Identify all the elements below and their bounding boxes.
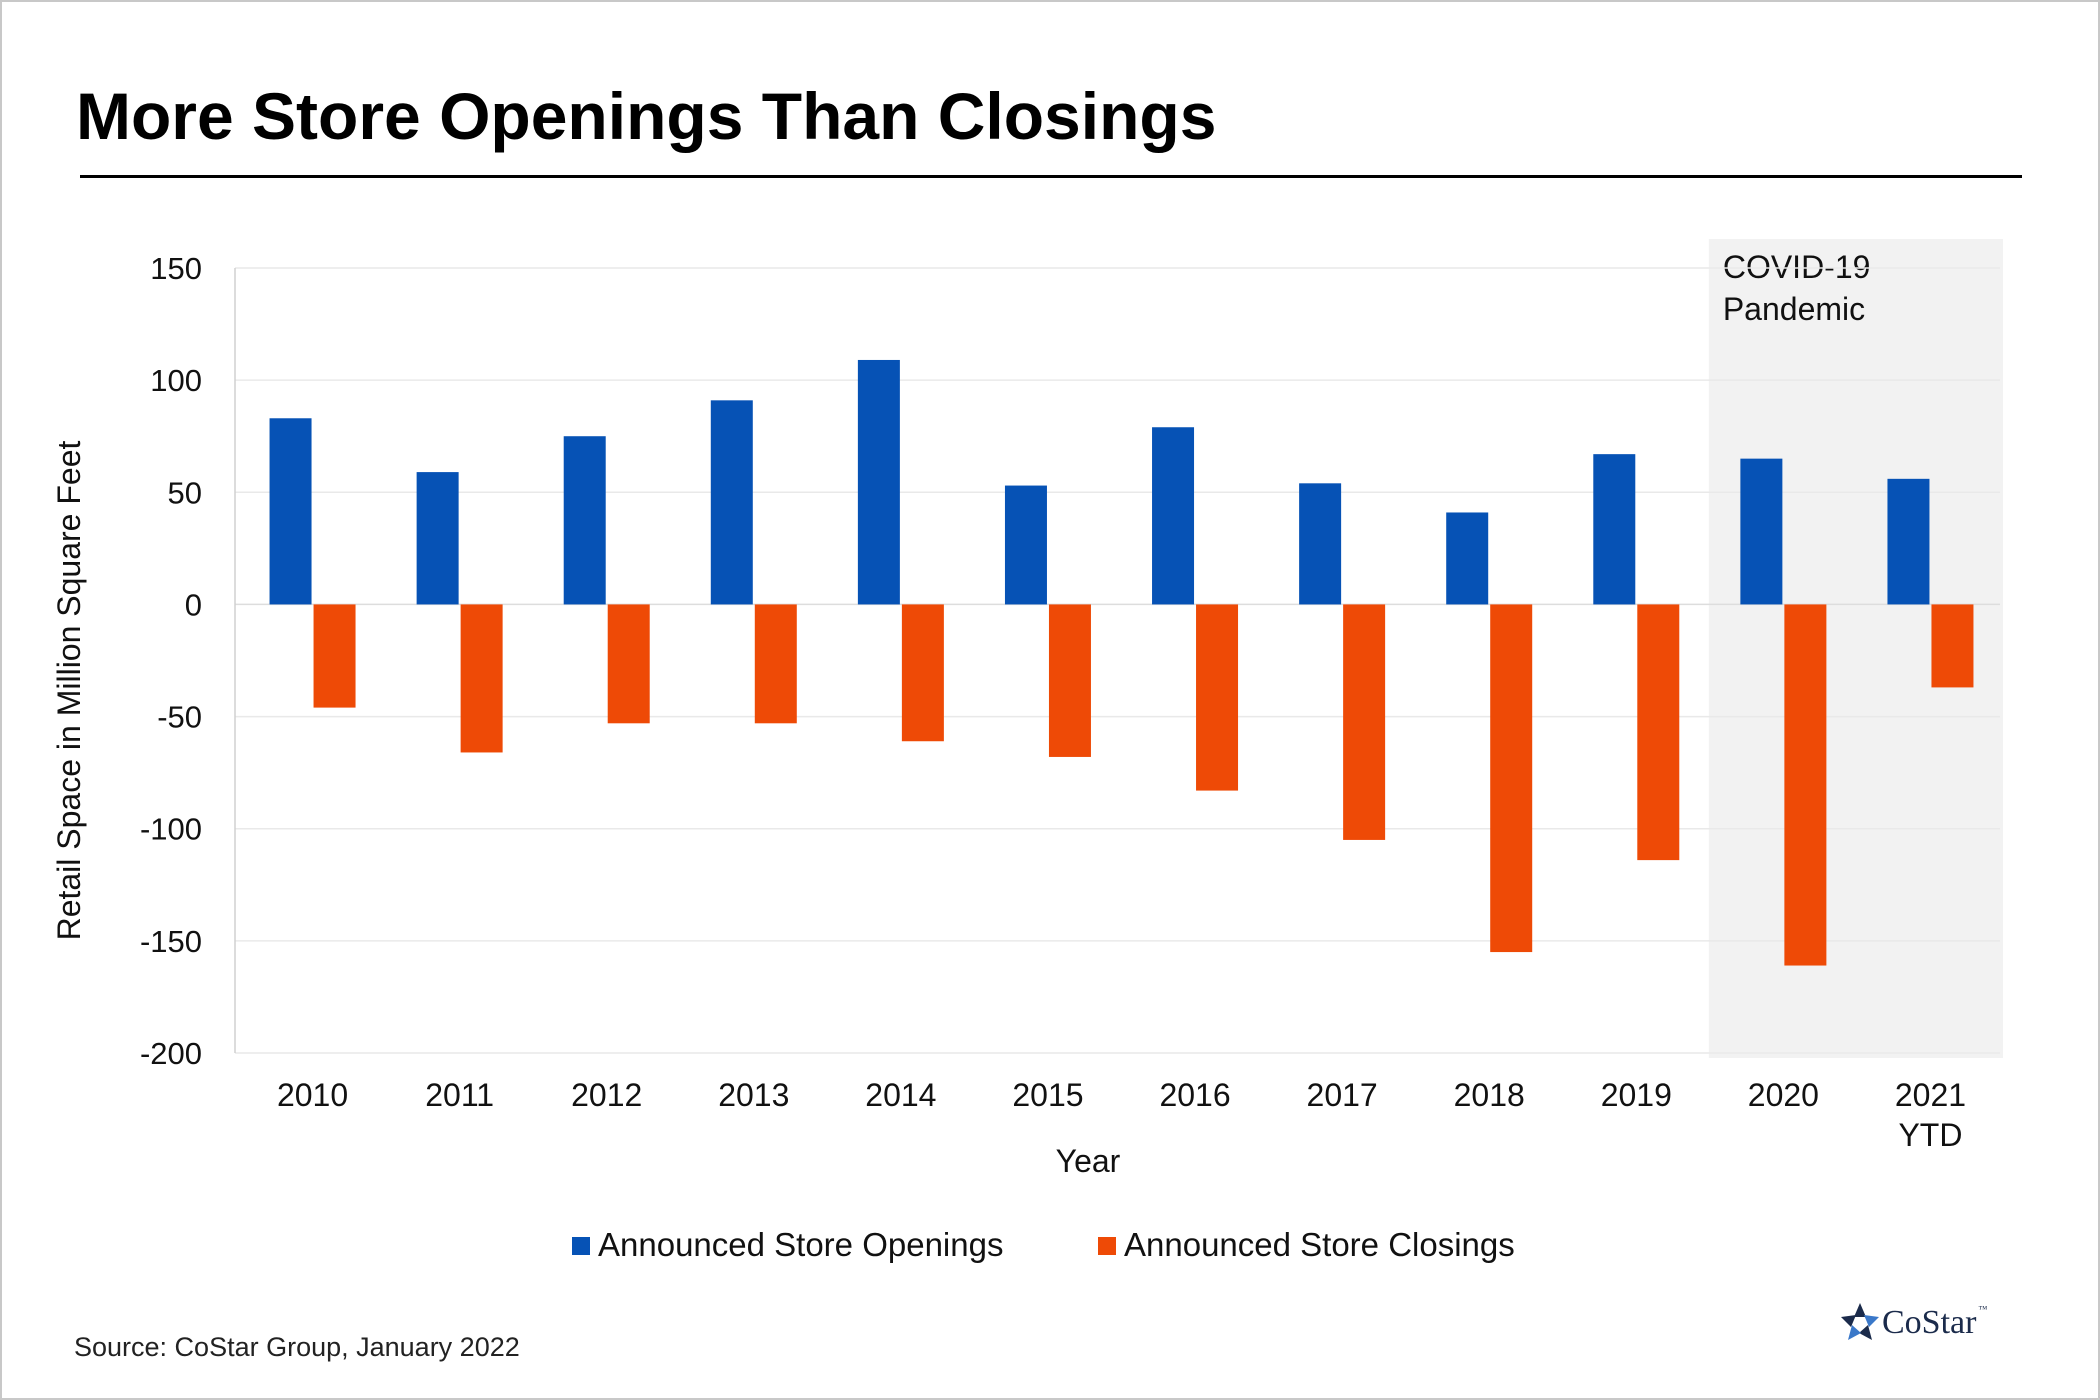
bar-closings-2012 — [607, 604, 650, 724]
y-tick-label: -200 — [140, 1036, 202, 1071]
y-tick-label: -100 — [140, 812, 202, 847]
y-tick-label: -50 — [157, 700, 202, 735]
bar-openings-2013 — [710, 400, 753, 605]
costar-logo: CoStar ™ — [1838, 1300, 1987, 1346]
bar-openings-2016 — [1152, 427, 1195, 605]
x-tick-label: 2011 — [425, 1077, 494, 1113]
x-tick-label: 2015 — [1012, 1077, 1083, 1113]
x-tick-label: 2012 — [571, 1077, 642, 1113]
x-tick-label: 2010 — [277, 1077, 348, 1113]
bar-openings-2020 — [1740, 458, 1783, 605]
chart-title: More Store Openings Than Closings — [76, 79, 1217, 153]
x-tick-label: 2014 — [865, 1077, 936, 1113]
bar-closings-2010 — [313, 604, 356, 708]
y-tick-label: 100 — [150, 363, 202, 398]
bar-closings-2015 — [1048, 604, 1091, 757]
bar-closings-2021-ytd — [1931, 604, 1974, 688]
x-tick-label: 2020 — [1748, 1077, 1819, 1113]
x-tick-label: 2013 — [718, 1077, 789, 1113]
bar-closings-2013 — [754, 604, 797, 724]
bar-openings-2017 — [1299, 483, 1342, 605]
x-tick-label: 2016 — [1159, 1077, 1230, 1113]
bar-openings-2014 — [857, 359, 900, 605]
source-note: Source: CoStar Group, January 2022 — [74, 1332, 520, 1362]
x-tick-label: 2017 — [1307, 1077, 1378, 1113]
bar-openings-2018 — [1446, 512, 1489, 605]
costar-star-icon — [1841, 1303, 1879, 1340]
x-tick-label: YTD — [1898, 1117, 1962, 1153]
legend-swatch-openings — [572, 1237, 590, 1255]
bar-closings-2017 — [1343, 604, 1386, 840]
x-tick-label: 2019 — [1601, 1077, 1672, 1113]
y-tick-label: 50 — [168, 475, 202, 510]
x-tick-label: 2018 — [1454, 1077, 1525, 1113]
bar-openings-2019 — [1593, 454, 1636, 605]
bar-closings-2016 — [1196, 604, 1239, 791]
bar-openings-2021-ytd — [1887, 478, 1930, 605]
bar-openings-2010 — [269, 418, 312, 605]
bar-closings-2011 — [460, 604, 503, 753]
title-divider — [80, 175, 2022, 178]
covid-annotation-line: COVID-19 — [1723, 249, 1871, 285]
x-tick-label: 2021 — [1895, 1077, 1966, 1113]
bar-openings-2015 — [1004, 485, 1047, 605]
bar-closings-2018 — [1490, 604, 1533, 953]
y-tick-label: 0 — [185, 587, 202, 622]
covid-annotation-line: Pandemic — [1723, 291, 1865, 327]
y-tick-label: 150 — [150, 251, 202, 286]
legend-label-openings: Announced Store Openings — [598, 1226, 1003, 1263]
logo-trademark: ™ — [1978, 1304, 1988, 1314]
legend-swatch-closings — [1098, 1237, 1116, 1255]
logo-text: CoStar — [1882, 1304, 1977, 1341]
bar-closings-2020 — [1784, 604, 1827, 966]
legend-label-closings: Announced Store Closings — [1124, 1226, 1515, 1263]
y-axis-title: Retail Space in Million Square Feet — [51, 440, 87, 940]
bar-openings-2012 — [563, 436, 606, 605]
bar-openings-2011 — [416, 472, 459, 605]
bar-closings-2014 — [901, 604, 944, 742]
bar-closings-2019 — [1637, 604, 1680, 861]
y-tick-label: -150 — [140, 924, 202, 959]
x-axis-title: Year — [1056, 1143, 1121, 1179]
